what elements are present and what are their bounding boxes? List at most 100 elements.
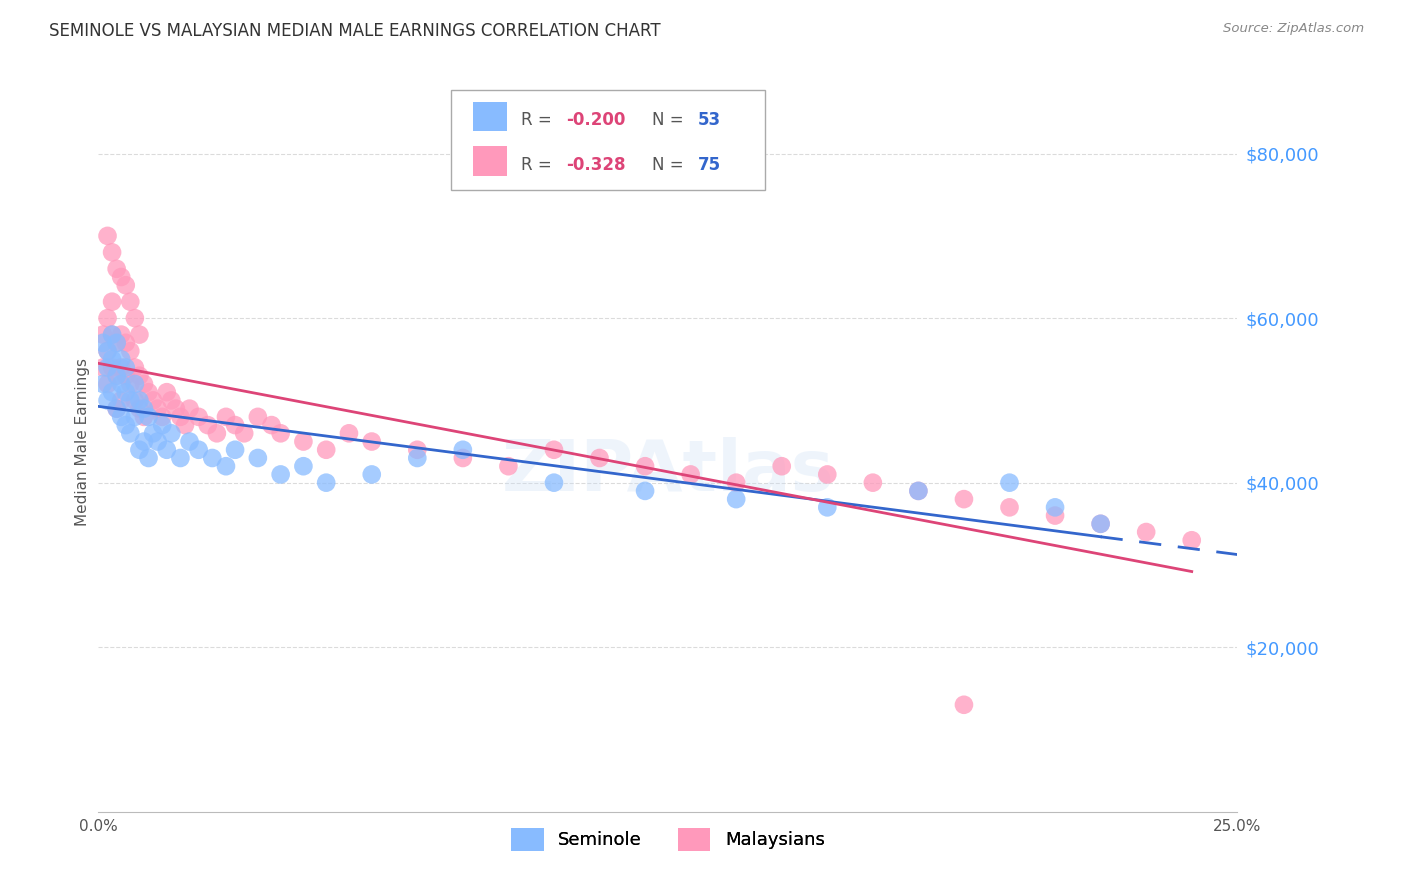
Point [120,393,142,408]
Point [146,401,169,416]
Point [543,475,565,490]
Point [270,467,292,482]
Point [634,483,657,498]
Point [1043,500,1066,515]
Point [128,442,150,457]
Text: N =: N = [652,156,689,174]
Point [110,352,132,367]
Point [160,426,183,441]
Point [215,459,238,474]
Point [120,426,142,441]
Point [132,409,155,424]
Text: R =: R = [522,112,557,129]
Y-axis label: Median Male Earnings: Median Male Earnings [75,358,90,525]
Point [815,500,838,515]
FancyBboxPatch shape [472,102,508,131]
Point [132,376,155,391]
Point [169,450,191,465]
Point [128,401,150,416]
Point [96,344,118,359]
Point [246,450,269,465]
Point [96,376,118,391]
Point [120,294,142,309]
Point [132,434,155,449]
Point [142,426,165,441]
Point [953,698,976,712]
Point [124,393,146,408]
Point [101,327,124,342]
Point [101,360,124,375]
Point [138,450,160,465]
Point [120,376,142,391]
Point [246,409,269,424]
Point [138,385,160,400]
Point [498,459,520,474]
Point [114,360,136,375]
Text: SEMINOLE VS MALAYSIAN MEDIAN MALE EARNINGS CORRELATION CHART: SEMINOLE VS MALAYSIAN MEDIAN MALE EARNIN… [49,22,661,40]
Point [96,360,118,375]
Point [165,401,187,416]
Point [907,483,929,498]
Point [1090,516,1112,531]
Point [156,442,179,457]
Point [150,409,173,424]
Point [360,434,382,449]
Point [101,327,124,342]
Point [132,401,155,416]
Point [679,467,702,482]
Legend: Seminole, Malaysians: Seminole, Malaysians [503,821,832,858]
Point [105,401,128,416]
Point [101,294,124,309]
Point [725,475,748,490]
Text: ZIPAtlas: ZIPAtlas [502,437,834,506]
Point [138,409,160,424]
Point [215,409,238,424]
Point [91,327,114,342]
Point [998,500,1021,515]
Point [96,393,118,408]
Point [91,376,114,391]
Text: Source: ZipAtlas.com: Source: ZipAtlas.com [1223,22,1364,36]
Point [179,401,201,416]
Point [114,368,136,383]
Point [862,475,884,490]
Point [451,450,474,465]
Point [114,385,136,400]
Point [292,459,315,474]
Point [110,393,132,408]
Text: N =: N = [652,112,689,129]
Point [1181,533,1204,548]
Point [169,409,191,424]
Point [105,401,128,416]
Point [907,483,929,498]
Point [114,278,136,293]
FancyBboxPatch shape [472,146,508,176]
Point [360,467,382,482]
Point [128,327,150,342]
Point [91,360,114,375]
Point [105,368,128,383]
Point [124,376,146,391]
Point [1043,508,1066,523]
Point [406,450,429,465]
Point [233,426,256,441]
Point [96,311,118,326]
Point [105,335,128,350]
Point [451,442,474,457]
Point [110,376,132,391]
Point [156,385,179,400]
Point [124,409,146,424]
Point [406,442,429,457]
Point [315,475,337,490]
Point [128,393,150,408]
Point [110,270,132,285]
Point [270,426,292,441]
Point [96,228,118,243]
Point [114,418,136,433]
Point [770,459,793,474]
Point [187,442,209,457]
Point [101,245,124,260]
Point [953,492,976,507]
Point [124,311,146,326]
Point [110,327,132,342]
